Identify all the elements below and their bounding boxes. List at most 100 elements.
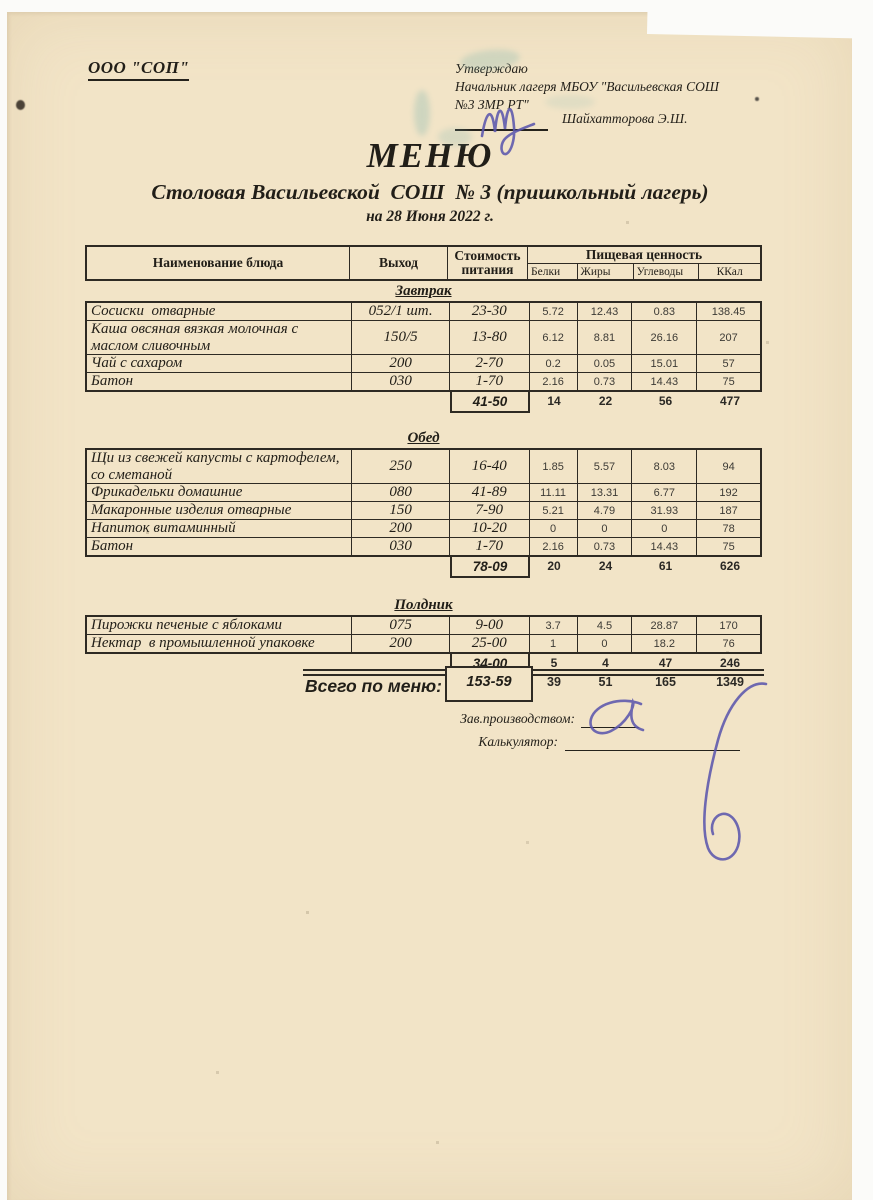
- header-output: Выход: [349, 247, 447, 279]
- cell-kcal: 76: [696, 635, 760, 652]
- table-row: Батон 030 1-70 2.16 0.73 14.43 75: [87, 537, 760, 555]
- header-kcal: ККал: [698, 264, 760, 279]
- table-row: Макаронные изделия отварные 150 7-90 5.21 4.…: [87, 501, 760, 519]
- section-table: Щи из свежей капусты с картофелем, со см…: [85, 448, 762, 557]
- grand-total-label: Всего по меню:: [304, 676, 442, 696]
- section-table: Сосиски отварные 052/1 шт. 23-30 5.72 12.43 0…: [85, 301, 762, 392]
- cell-protein: 11.11: [528, 484, 577, 501]
- header-carbs: Углеводы: [632, 264, 699, 279]
- section-total-cost: 41-50: [450, 392, 530, 413]
- approver-name: Шайхатторова Э.Ш.: [562, 111, 688, 126]
- cell-carbs: 18.2: [631, 635, 696, 652]
- cell-protein: 3.7: [528, 617, 577, 634]
- approval-block: Утверждаю Начальник лагеря МБОУ "Василье…: [455, 60, 785, 114]
- header-protein: Белки: [531, 265, 561, 278]
- cell-kcal: 138.45: [696, 303, 760, 320]
- punch-hole-mark: [16, 100, 25, 110]
- cell-carbs: 31.93: [631, 502, 696, 519]
- cell-cost: 9-00: [448, 617, 529, 634]
- cell-dish: Фрикадельки домашние: [91, 484, 243, 501]
- cell-cost: 1-70: [448, 373, 529, 390]
- header-cost: Стоимость питания: [446, 247, 527, 279]
- document-subtitle: Столовая Васильевской СОШ № 3 (пришкольн…: [151, 180, 709, 204]
- cell-dish: Каша овсяная вязкая молочная с маслом сл…: [91, 321, 302, 354]
- production-manager-label: Зав.производством:: [460, 711, 575, 726]
- table-row: Пирожки печеные с яблоками 075 9-00 3.7 4.5 2…: [87, 617, 760, 634]
- section-total-kcal: 477: [719, 394, 741, 408]
- table-header: Наименование блюда Выход Стоимость питан…: [85, 245, 762, 281]
- section-total-kcal: 246: [719, 656, 741, 670]
- cell-dish: Батон: [91, 373, 134, 390]
- table-row: Батон 030 1-70 2.16 0.73 14.43 75: [87, 372, 760, 390]
- header-nutrition-group: Пищевая ценность Белки Жиры Углеводы ККа…: [527, 247, 760, 279]
- cell-fat: 4.5: [576, 617, 632, 634]
- header-nutrition-title: Пищевая ценность: [528, 247, 760, 264]
- cell-kcal: 75: [696, 538, 760, 555]
- header-nutrition-subrow: Белки Жиры Углеводы ККал: [528, 264, 760, 279]
- cell-cost: 23-30: [448, 303, 529, 320]
- cell-kcal: 78: [696, 520, 760, 537]
- cell-output: 200: [351, 635, 449, 652]
- section-total-cost: 78-09: [450, 557, 530, 578]
- section-table: Пирожки печеные с яблоками 075 9-00 3.7 4.5 2…: [85, 615, 762, 654]
- table-row: Щи из свежей капусты с картофелем, со см…: [87, 450, 760, 483]
- section-total-carbs: 47: [658, 656, 673, 670]
- production-manager-signature-line: [581, 727, 639, 728]
- calculator-label: Калькулятор:: [478, 734, 558, 749]
- header-cost-line1: Стоимость: [454, 248, 521, 263]
- cell-dish: Макаронные изделия отварные: [91, 502, 292, 519]
- cell-output: 080: [351, 484, 449, 501]
- cell-fat: 0.73: [576, 373, 632, 390]
- section-total-kcal: 626: [719, 559, 741, 573]
- cell-cost: 7-90: [448, 502, 529, 519]
- grand-total-kcal: 1349: [716, 675, 744, 689]
- cell-protein: 0.2: [528, 355, 577, 372]
- header-cost-line2: питания: [461, 262, 514, 277]
- grand-total-carbs: 165: [655, 675, 676, 689]
- cell-dish: Напиток витаминный: [91, 520, 236, 537]
- cell-dish: Чай с сахаром: [91, 355, 183, 372]
- cell-protein: 2.16: [528, 373, 577, 390]
- cell-output: 150: [351, 502, 449, 519]
- cell-fat: 13.31: [576, 484, 632, 501]
- table-row: Чай с сахаром 200 2-70 0.2 0.05 15.01 57: [87, 354, 760, 372]
- cell-cost: 41-89: [448, 484, 529, 501]
- cell-output: 030: [351, 538, 449, 555]
- cell-carbs: 15.01: [631, 355, 696, 372]
- approval-signature-line: [455, 112, 548, 131]
- menu-sections: Завтрак Сосиски отварные 052/1 шт. 23-30 5.7…: [85, 283, 762, 680]
- calculator-signature-line: [565, 750, 740, 751]
- section-totals: 41-50 14 22 56 477: [85, 392, 762, 422]
- grand-total-fat: 51: [598, 675, 613, 689]
- cell-carbs: 28.87: [631, 617, 696, 634]
- cell-kcal: 187: [696, 502, 760, 519]
- cell-protein: 5.21: [528, 502, 577, 519]
- cell-output: 250: [351, 450, 449, 483]
- cell-fat: 12.43: [576, 303, 632, 320]
- table-row: Сосиски отварные 052/1 шт. 23-30 5.72 12.43 0…: [87, 303, 760, 320]
- cell-fat: 0: [576, 635, 632, 652]
- cell-protein: 2.16: [528, 538, 577, 555]
- cell-protein: 1: [528, 635, 577, 652]
- cell-cost: 10-20: [448, 520, 529, 537]
- cell-output: 052/1 шт.: [351, 303, 449, 320]
- cell-dish: Нектар в промышленной упаковке: [91, 635, 315, 652]
- section-total-fat: 24: [598, 559, 613, 573]
- grand-total-protein: 39: [547, 675, 561, 689]
- document-title: МЕНЮ: [366, 136, 494, 175]
- header-fat: Жиры: [576, 264, 633, 279]
- cell-output: 200: [351, 520, 449, 537]
- cell-carbs: 26.16: [631, 321, 696, 354]
- stamp-mark: [438, 128, 472, 146]
- menu-table: Наименование блюда Выход Стоимость питан…: [85, 245, 762, 680]
- cell-dish: Батон: [91, 538, 134, 555]
- section-label: Завтрак: [395, 283, 452, 299]
- approver-title-line1: Начальник лагеря МБОУ "Васильевская СОШ: [455, 79, 719, 94]
- table-row: Каша овсяная вязкая молочная с маслом сл…: [87, 320, 760, 354]
- section-total-fat: 4: [602, 656, 609, 670]
- cell-cost: 1-70: [448, 538, 529, 555]
- cell-dish: Щи из свежей капусты с картофелем, со см…: [91, 450, 344, 483]
- cell-dish: Сосиски отварные: [91, 303, 216, 320]
- cell-fat: 0: [576, 520, 632, 537]
- ink-speck: [755, 97, 759, 101]
